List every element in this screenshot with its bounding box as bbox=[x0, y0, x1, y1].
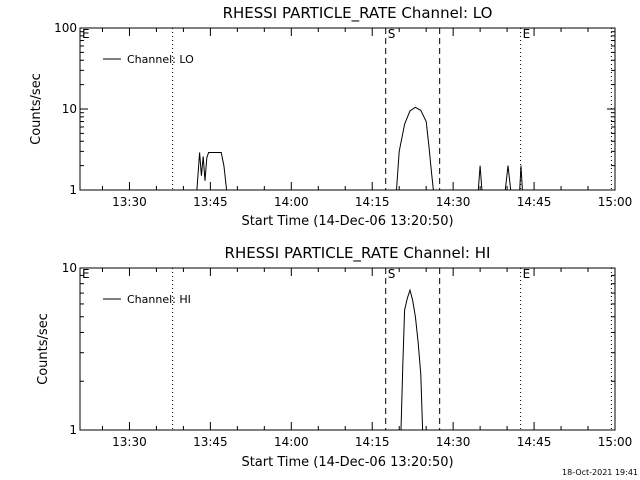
event-marker-label: E bbox=[523, 27, 531, 41]
y-tick-label: 10 bbox=[62, 102, 77, 116]
y-tick-label: 1 bbox=[69, 183, 77, 197]
event-marker-label: S bbox=[388, 267, 396, 281]
chart-title: RHESSI PARTICLE_RATE Channel: LO bbox=[223, 4, 493, 23]
y-axis-label: Counts/sec bbox=[36, 313, 51, 385]
x-axis-label: Start Time (14-Dec-06 13:20:50) bbox=[241, 214, 453, 229]
data-series-line bbox=[519, 165, 523, 190]
legend-label: Channel: HI bbox=[127, 293, 191, 306]
x-axis-label: Start Time (14-Dec-06 13:20:50) bbox=[241, 455, 453, 470]
x-tick-label: 14:45 bbox=[517, 195, 552, 209]
x-tick-label: 15:00 bbox=[598, 195, 633, 209]
x-tick-label: 14:30 bbox=[436, 435, 471, 449]
panel-hi: RHESSI PARTICLE_RATE Channel: HI 1 10 13:30… bbox=[36, 244, 632, 470]
x-tick-label: 14:00 bbox=[274, 435, 309, 449]
event-marker-label: E bbox=[523, 267, 531, 281]
x-tick-label: 13:45 bbox=[193, 435, 228, 449]
event-marker-label: E bbox=[82, 27, 90, 41]
x-tick-label: 14:15 bbox=[355, 195, 390, 209]
x-tick-label: 14:00 bbox=[274, 195, 309, 209]
y-tick-label: 10 bbox=[62, 261, 77, 275]
x-tick-label: 14:30 bbox=[436, 195, 471, 209]
data-series-line bbox=[396, 106, 434, 190]
data-series-line bbox=[400, 288, 424, 430]
data-series-line bbox=[196, 152, 228, 190]
plot-frame bbox=[79, 267, 616, 431]
y-tick-label: 100 bbox=[54, 21, 77, 35]
x-tick-label: 14:15 bbox=[355, 435, 390, 449]
event-marker-label: E bbox=[82, 267, 90, 281]
x-tick-label: 13:30 bbox=[112, 195, 147, 209]
x-tick-label: 13:45 bbox=[193, 195, 228, 209]
event-marker-label: S bbox=[388, 27, 396, 41]
y-tick-label: 1 bbox=[69, 423, 77, 437]
x-tick-label: 15:00 bbox=[598, 435, 633, 449]
panel-lo: RHESSI PARTICLE_RATE Channel: LO 1 10 100 13… bbox=[29, 4, 632, 229]
y-axis-label: Counts/sec bbox=[29, 73, 44, 145]
data-series-line bbox=[504, 165, 512, 190]
data-series-line bbox=[477, 165, 483, 190]
chart-title: RHESSI PARTICLE_RATE Channel: HI bbox=[225, 244, 491, 263]
x-tick-label: 13:30 bbox=[112, 435, 147, 449]
plot-timestamp: 18-Oct-2021 19:41 bbox=[562, 468, 638, 477]
legend-label: Channel: LO bbox=[127, 53, 194, 66]
x-tick-label: 14:45 bbox=[517, 435, 552, 449]
